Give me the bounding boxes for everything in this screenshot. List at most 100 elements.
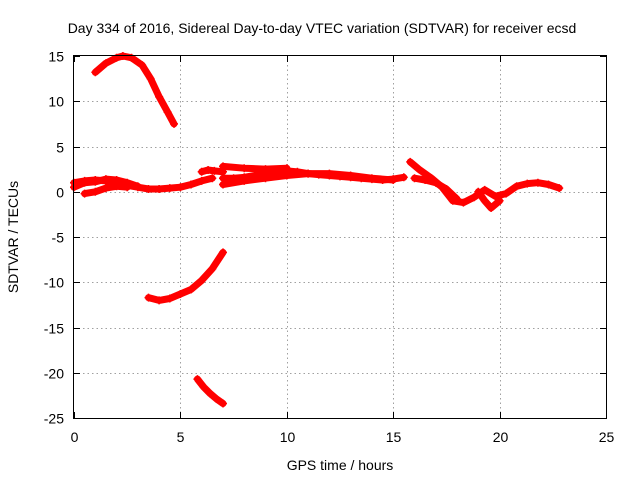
data-point: [491, 192, 500, 201]
data-point: [410, 174, 419, 183]
data-point: [470, 193, 479, 202]
y-tick-label: -10: [44, 275, 64, 291]
data-point: [414, 165, 423, 174]
data-point: [165, 184, 174, 193]
data-point: [304, 169, 313, 178]
data-point: [219, 248, 227, 257]
plot-frame: [73, 55, 607, 419]
data-point: [163, 108, 172, 117]
y-tick-label: 10: [48, 94, 64, 110]
data-point: [555, 184, 564, 193]
data-point: [282, 164, 291, 173]
data-point: [91, 187, 100, 196]
data-point: [261, 174, 270, 183]
series-arc-negative-low: [193, 375, 227, 408]
data-point: [544, 180, 553, 189]
data-point: [261, 165, 270, 174]
data-point: [193, 375, 202, 384]
data-point: [176, 290, 185, 298]
series-band-mid-day-c: [219, 162, 291, 174]
data-point: [219, 180, 227, 189]
data-point: [208, 264, 217, 273]
series-band-mid-day-b: [219, 169, 398, 189]
y-tick-label: 15: [48, 49, 64, 65]
data-point: [406, 157, 415, 166]
data-point: [197, 176, 206, 185]
x-tick-label: 10: [280, 429, 296, 445]
x-tick-label: 25: [599, 429, 615, 445]
x-axis-label: GPS time / hours: [287, 457, 394, 473]
data-point: [206, 389, 215, 398]
x-tick-label: 15: [386, 429, 402, 445]
data-point: [459, 198, 468, 207]
data-point: [138, 61, 147, 70]
data-point: [219, 399, 227, 408]
series-arc-negative-rising: [144, 248, 227, 305]
data-point: [155, 185, 164, 193]
data-point: [187, 285, 195, 294]
data-point: [101, 184, 110, 193]
data-point: [282, 171, 291, 180]
data-point: [112, 182, 121, 191]
series-band-main-c: [80, 182, 132, 198]
data-point: [495, 196, 504, 205]
data-point: [123, 183, 132, 192]
data-point: [204, 166, 213, 174]
series-trace: [474, 188, 504, 212]
data-point: [91, 177, 100, 186]
data-point: [512, 182, 521, 191]
series-arc-high-positive: [91, 52, 178, 128]
data-point: [101, 59, 110, 68]
data-point: [144, 185, 153, 193]
data-point: [199, 383, 208, 392]
data-point: [197, 276, 206, 285]
series-band-late-b: [410, 174, 461, 203]
data-point: [170, 119, 178, 128]
y-tick-label: -15: [44, 321, 64, 337]
data-point: [502, 189, 510, 198]
data-point: [210, 166, 219, 175]
y-tick-label: 0: [56, 185, 64, 201]
data-point: [389, 176, 398, 184]
data-point: [367, 174, 376, 183]
data-point: [146, 74, 155, 83]
series-trace: [91, 52, 178, 128]
data-series: [70, 52, 564, 408]
data-point: [101, 175, 110, 184]
data-point: [453, 195, 461, 203]
data-point: [165, 294, 174, 303]
data-point: [80, 189, 89, 198]
data-point: [523, 179, 532, 188]
data-point: [346, 171, 355, 180]
data-point: [399, 173, 408, 182]
chart-title: Day 334 of 2016, Sidereal Day-to-day VTE…: [68, 20, 577, 36]
data-point: [155, 296, 164, 305]
data-point: [480, 196, 489, 205]
data-point: [176, 183, 185, 192]
y-tick-label: 5: [56, 140, 64, 156]
tick-labels: 0 5 10 15 20 25 -25 -20 -15 -10 -5 0 5 10 15: [44, 49, 615, 446]
data-point: [421, 176, 430, 184]
x-tick-label: 0: [71, 429, 79, 445]
data-point: [155, 92, 164, 101]
data-point: [80, 178, 89, 187]
series-trace: [145, 248, 227, 304]
series-trace: [219, 162, 291, 173]
data-point: [480, 185, 489, 194]
data-point: [144, 293, 153, 302]
data-point: [187, 180, 195, 189]
data-point: [487, 204, 496, 212]
y-axis-label: SDTVAR / TECUs: [5, 181, 21, 293]
data-point: [212, 395, 221, 403]
data-point: [240, 164, 249, 173]
x-tick-label: 5: [177, 429, 185, 445]
data-point: [533, 178, 542, 187]
data-point: [219, 162, 227, 171]
data-point: [325, 169, 334, 178]
data-point: [208, 174, 217, 183]
data-point: [197, 167, 206, 176]
data-point: [431, 178, 440, 187]
y-tick-label: -25: [44, 411, 64, 427]
data-point: [133, 182, 142, 191]
